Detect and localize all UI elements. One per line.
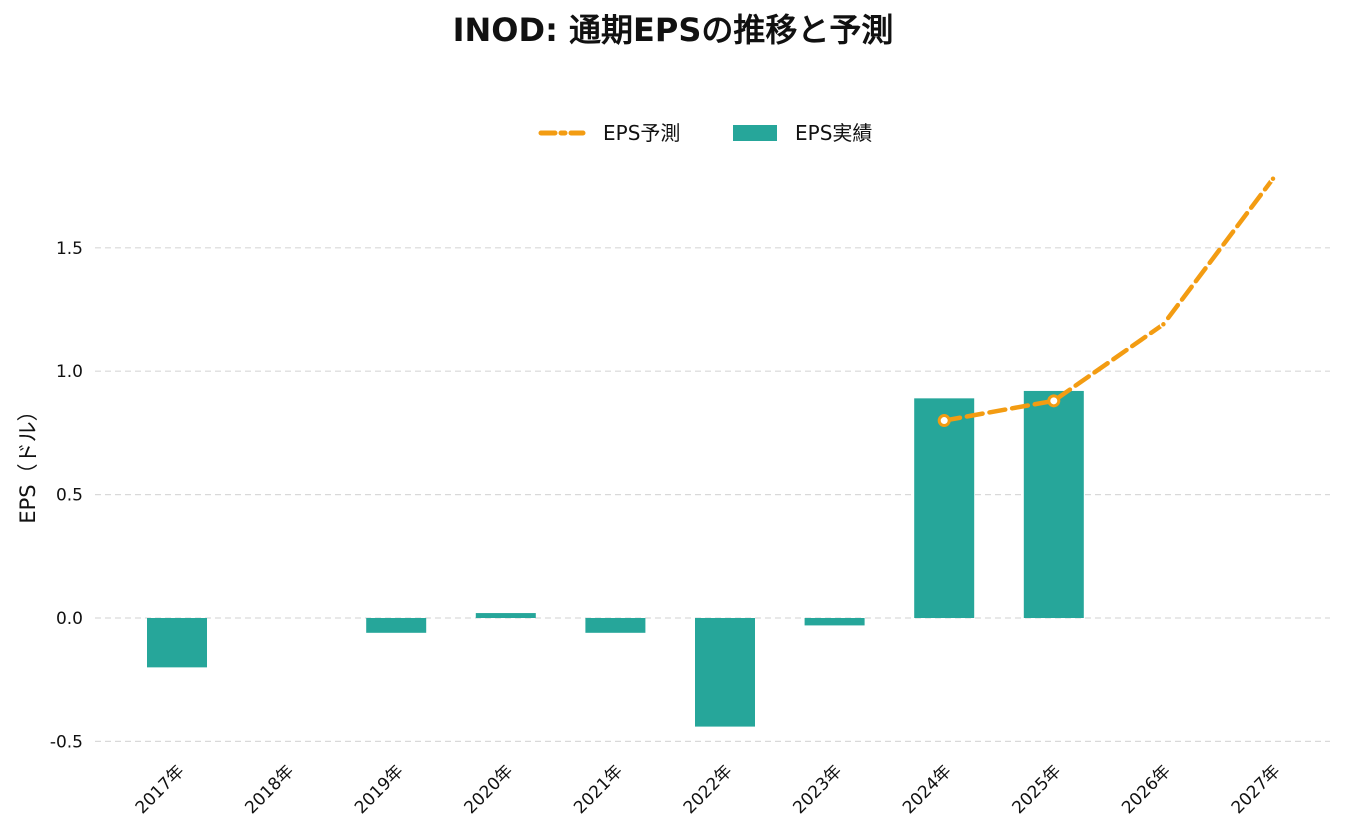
bar-2023年 [804, 618, 865, 626]
chart-title: INOD: 通期EPSの推移と予測 [452, 11, 894, 49]
legend-bar-swatch [733, 125, 777, 141]
x-tick-label: 2017年 [132, 761, 189, 818]
bar-2019年 [366, 618, 427, 633]
bar-2025年 [1023, 390, 1084, 618]
bars-eps-actual [147, 390, 1084, 727]
legend-label-actual: EPS実績 [795, 121, 872, 145]
x-tick-label: 2021年 [570, 761, 627, 818]
y-axis-label: EPS（ドル） [16, 400, 40, 523]
x-tick-label: 2022年 [680, 761, 737, 818]
x-tick-label: 2018年 [241, 761, 298, 818]
bar-2021年 [585, 618, 646, 633]
x-tick-label: 2027年 [1228, 761, 1285, 818]
forecast-point [1159, 320, 1168, 329]
x-tick-label: 2019年 [351, 761, 408, 818]
bar-2020年 [475, 613, 536, 618]
y-tick-label: 1.5 [56, 239, 83, 259]
forecast-point [937, 414, 951, 428]
forecast-point [1047, 394, 1061, 408]
y-tick-label: 1.0 [56, 362, 83, 382]
gridlines [95, 247, 1330, 743]
x-tick-label: 2020年 [461, 761, 518, 818]
bar-2024年 [914, 398, 975, 618]
x-tick-label: 2026年 [1118, 761, 1175, 818]
y-tick-label: 0.0 [56, 609, 83, 629]
forecast-point [1269, 174, 1277, 183]
y-tick-label: -0.5 [50, 732, 83, 752]
line-eps-forecast [937, 174, 1277, 428]
x-tick-label: 2023年 [789, 761, 846, 818]
y-axis-ticks: -0.5 0.0 0.5 1.0 1.5 [50, 239, 83, 753]
x-axis-ticks: 2017年 2018年 2019年 2020年 2021年 2022年 2023年 2024年… [132, 761, 1285, 818]
y-tick-label: 0.5 [56, 486, 83, 506]
bar-2022年 [695, 618, 755, 727]
forecast-line [941, 176, 1276, 423]
x-tick-label: 2024年 [899, 761, 956, 818]
x-tick-label: 2025年 [1009, 761, 1066, 818]
legend-label-forecast: EPS予測 [603, 121, 680, 145]
legend: EPS予測 EPS実績 [538, 121, 872, 145]
bar-2017年 [147, 618, 207, 668]
